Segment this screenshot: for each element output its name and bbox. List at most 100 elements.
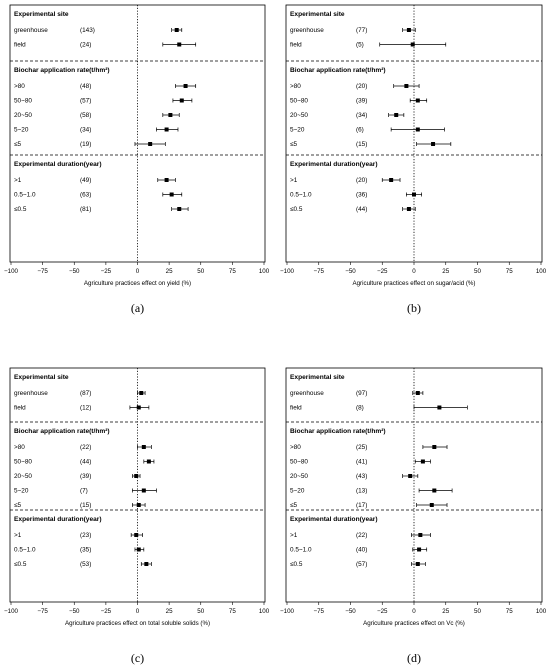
- effect-point: [432, 445, 437, 449]
- row-label: >80: [290, 444, 301, 451]
- sample-size: (22): [356, 532, 367, 539]
- panel-label: (a): [131, 301, 144, 315]
- x-tick-label: −100: [4, 608, 18, 615]
- x-tick-label: −50: [69, 268, 80, 275]
- x-tick-label: 0: [412, 608, 416, 615]
- sample-size: (34): [356, 112, 367, 119]
- sample-size: (5): [356, 42, 364, 49]
- sample-size: (23): [80, 532, 91, 539]
- effect-point: [177, 207, 182, 211]
- group-header: Experimental duration(year): [14, 161, 102, 168]
- group-header: Experimental site: [290, 11, 345, 18]
- row-label: ≤5: [14, 141, 22, 148]
- sample-size: (58): [80, 112, 91, 119]
- panel-b: [285, 4, 543, 265]
- effect-point: [183, 84, 188, 88]
- row-label: 50~80: [290, 459, 308, 466]
- effect-point: [432, 488, 437, 493]
- sample-size: (12): [80, 405, 91, 412]
- panel-label: (d): [407, 651, 421, 665]
- row-label: >80: [14, 444, 25, 451]
- x-tick-label: −25: [377, 608, 388, 615]
- row-label: field: [290, 405, 302, 412]
- effect-point: [420, 459, 425, 464]
- x-tick-label: −75: [37, 268, 48, 275]
- x-axis-label: Agriculture practices effect on yield (%…: [84, 280, 191, 287]
- x-tick-label: 0: [136, 608, 140, 615]
- row-label: ≤5: [290, 502, 298, 509]
- effect-point: [418, 533, 423, 537]
- row-label: 50~80: [290, 98, 308, 105]
- row-label: field: [14, 405, 26, 412]
- sample-size: (53): [80, 561, 91, 568]
- sample-size: (35): [80, 547, 91, 554]
- x-tick-label: 100: [536, 608, 547, 615]
- row-label: 0.5~1.0: [290, 547, 312, 554]
- x-tick-label: −75: [37, 608, 48, 615]
- row-label: >1: [290, 532, 298, 539]
- sample-size: (8): [356, 405, 364, 412]
- effect-point: [136, 547, 141, 552]
- row-label: ≤5: [290, 141, 298, 148]
- group-header: Experimental duration(year): [14, 516, 102, 523]
- sample-size: (40): [356, 547, 367, 554]
- row-label: field: [14, 42, 26, 49]
- effect-point: [169, 192, 174, 197]
- effect-point: [134, 533, 139, 537]
- x-tick-label: 25: [166, 268, 173, 275]
- row-label: >1: [14, 532, 22, 539]
- x-tick-label: −50: [345, 608, 356, 615]
- sample-size: (15): [356, 141, 367, 148]
- sample-size: (15): [80, 502, 91, 509]
- row-label: greenhouse: [290, 27, 324, 34]
- effect-point: [412, 192, 416, 197]
- row-label: 0.5~1.0: [14, 192, 36, 199]
- sample-size: (24): [80, 42, 91, 49]
- sample-size: (44): [80, 459, 91, 466]
- effect-point: [394, 113, 399, 117]
- sample-size: (39): [80, 473, 91, 480]
- x-tick-label: −50: [345, 268, 356, 275]
- x-tick-label: 50: [197, 608, 204, 615]
- x-tick-label: 0: [412, 268, 416, 275]
- sample-size: (36): [356, 192, 367, 199]
- sample-size: (48): [80, 83, 91, 90]
- row-label: field: [290, 42, 302, 49]
- row-label: 0.5~1.0: [290, 192, 312, 199]
- effect-point: [415, 98, 420, 103]
- effect-point: [406, 207, 411, 211]
- x-tick-label: 75: [506, 608, 513, 615]
- x-tick-label: −75: [314, 268, 325, 275]
- row-label: 20~50: [290, 112, 308, 119]
- effect-point: [146, 459, 151, 464]
- row-label: >80: [290, 83, 301, 90]
- row-label: 5~20: [290, 127, 305, 134]
- x-tick-label: 75: [229, 268, 236, 275]
- sample-size: (81): [80, 206, 91, 213]
- row-label: 20~50: [14, 473, 32, 480]
- sample-size: (63): [80, 192, 91, 199]
- effect-point: [148, 142, 153, 146]
- x-tick-label: −25: [101, 268, 112, 275]
- row-label: 5~20: [14, 127, 29, 134]
- effect-point: [417, 547, 422, 552]
- row-label: ≤0.5: [290, 206, 303, 213]
- row-label: greenhouse: [14, 27, 48, 34]
- effect-point: [174, 28, 179, 32]
- panel-a: [9, 4, 266, 265]
- x-tick-label: 50: [474, 608, 481, 615]
- row-label: >1: [14, 177, 22, 184]
- sample-size: (34): [80, 127, 91, 134]
- effect-point: [437, 405, 442, 410]
- effect-point: [429, 503, 434, 507]
- sample-size: (19): [80, 141, 91, 148]
- effect-point: [134, 474, 139, 478]
- effect-point: [177, 42, 182, 47]
- x-axis-label: Agriculture practices effect on total so…: [65, 620, 210, 627]
- x-tick-label: −100: [280, 268, 294, 275]
- panel-label: (c): [131, 651, 144, 665]
- row-label: ≤5: [14, 502, 22, 509]
- group-header: Biochar application rate(t/hm²): [290, 67, 386, 74]
- sample-size: (20): [356, 83, 367, 90]
- sample-size: (6): [356, 127, 364, 134]
